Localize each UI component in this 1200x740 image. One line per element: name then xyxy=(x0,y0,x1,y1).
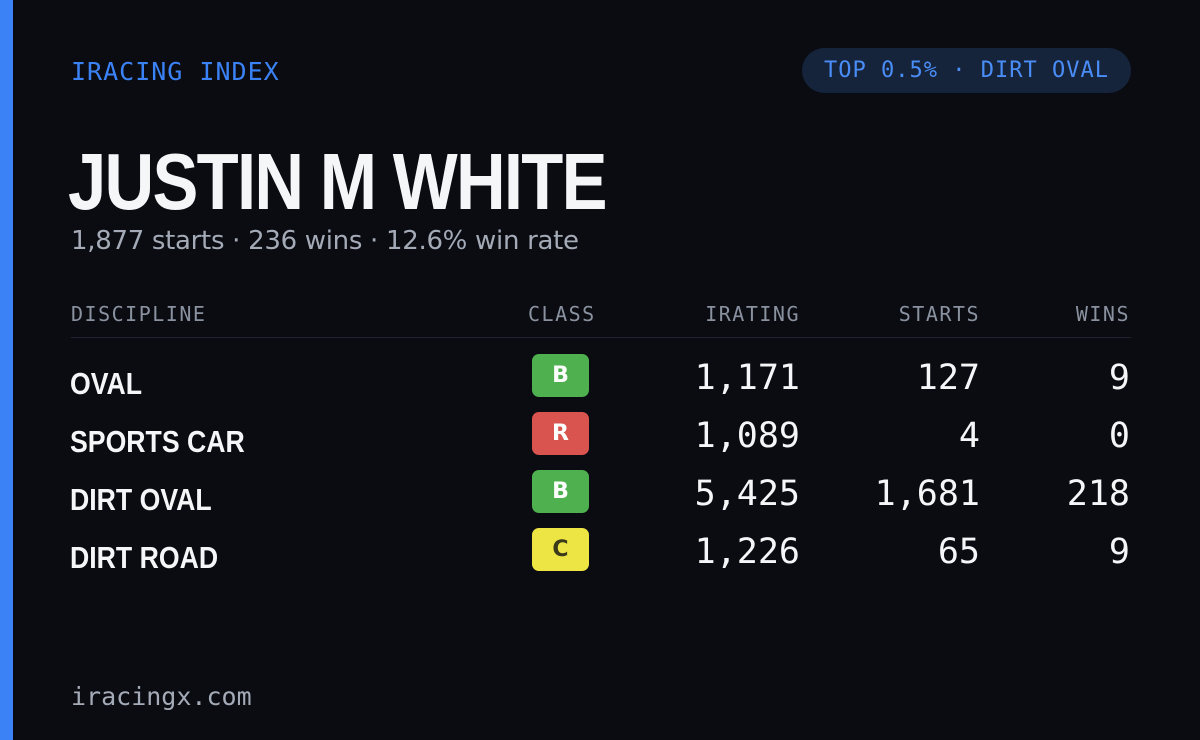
header-divider xyxy=(71,337,1131,338)
header-discipline: DISCIPLINE xyxy=(71,302,207,326)
class-badge: B xyxy=(532,470,589,513)
irating-value: 1,171 xyxy=(694,358,800,398)
table-row: SPORTS CAR R 1,089 4 0 xyxy=(0,412,1200,470)
irating-value: 5,425 xyxy=(694,474,800,514)
class-badge: R xyxy=(532,412,589,455)
starts-value: 127 xyxy=(916,358,980,398)
starts-value: 1,681 xyxy=(874,474,980,514)
header-class: CLASS xyxy=(528,302,596,326)
rank-badge: TOP 0.5% · DIRT OVAL xyxy=(802,48,1131,93)
driver-summary: 1,877 starts · 236 wins · 12.6% win rate xyxy=(71,226,579,256)
starts-value: 4 xyxy=(958,416,980,456)
header-wins: WINS xyxy=(1075,302,1130,326)
class-badge: C xyxy=(532,528,589,571)
discipline-name: DIRT OVAL xyxy=(70,482,212,517)
class-badge: B xyxy=(532,354,589,397)
discipline-name: DIRT ROAD xyxy=(70,540,219,575)
starts-value: 65 xyxy=(937,532,980,572)
irating-value: 1,089 xyxy=(694,416,800,456)
header-starts: STARTS xyxy=(898,302,980,326)
table-row: DIRT OVAL B 5,425 1,681 218 xyxy=(0,470,1200,528)
accent-bar xyxy=(0,0,13,740)
site-url[interactable]: iracingx.com xyxy=(71,682,252,711)
brand-title: IRACING INDEX xyxy=(71,57,280,86)
wins-value: 9 xyxy=(1108,532,1130,572)
discipline-name: SPORTS CAR xyxy=(70,424,245,459)
table-row: DIRT ROAD C 1,226 65 9 xyxy=(0,528,1200,586)
table-row: OVAL B 1,171 127 9 xyxy=(0,354,1200,412)
driver-name: JUSTIN M WHITE xyxy=(68,137,608,226)
discipline-name: OVAL xyxy=(70,366,143,401)
irating-value: 1,226 xyxy=(694,532,800,572)
wins-value: 0 xyxy=(1108,416,1130,456)
header-irating: IRATING xyxy=(705,302,800,326)
wins-value: 9 xyxy=(1108,358,1130,398)
wins-value: 218 xyxy=(1066,474,1130,514)
